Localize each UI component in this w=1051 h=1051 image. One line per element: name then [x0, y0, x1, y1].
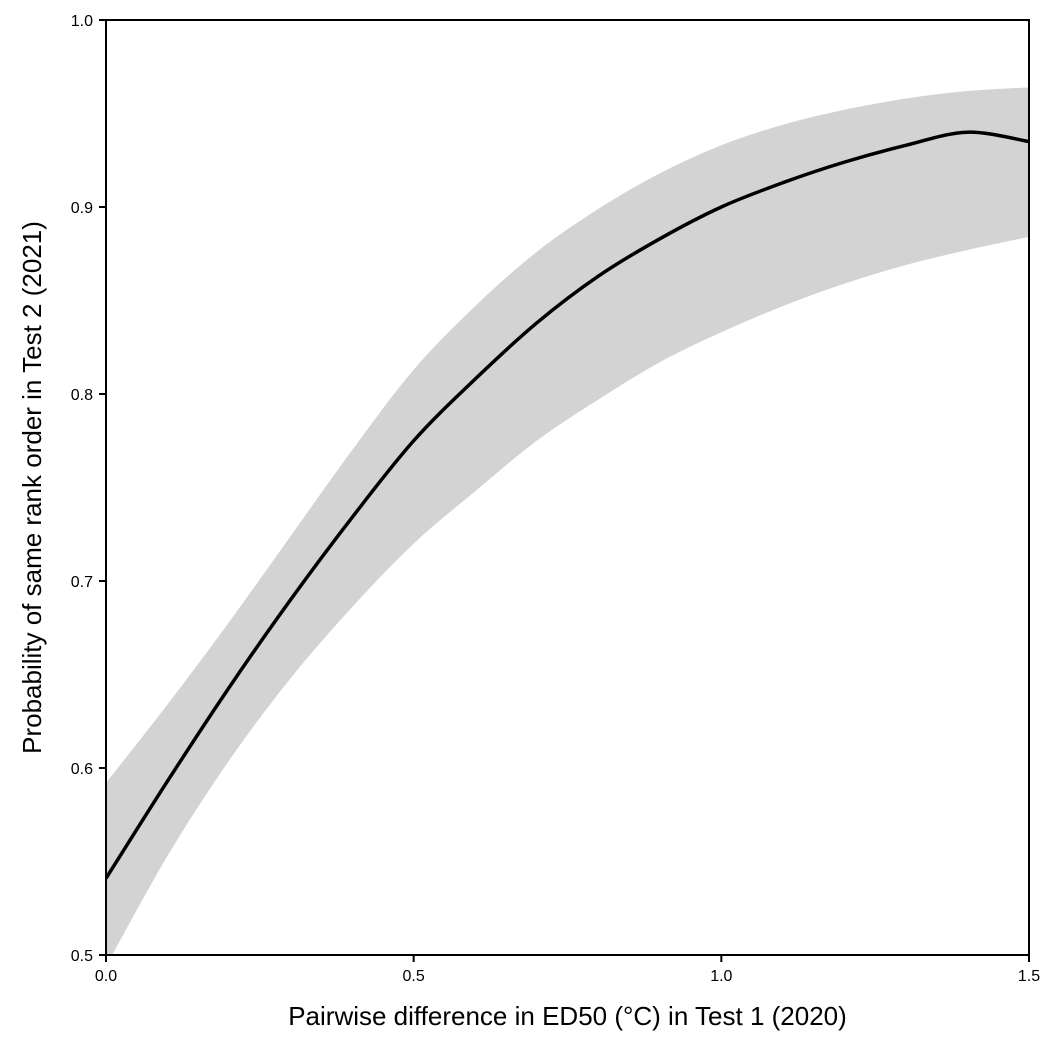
- y-tick-label: 1.0: [71, 13, 93, 30]
- y-axis-title: Probability of same rank order in Test 2…: [17, 221, 47, 754]
- y-tick-label: 0.5: [71, 948, 93, 965]
- y-tick-label: 0.7: [71, 574, 93, 591]
- x-tick-label: 1.5: [1018, 968, 1040, 985]
- fitted-line: [106, 130, 1029, 880]
- confidence-band: [106, 87, 1029, 955]
- plot-frame: [105, 19, 1030, 956]
- y-tick-label: 0.8: [71, 387, 93, 404]
- axis-layer: 0.0 0.5 1.0 1.50.50.60.70.80.91.0: [71, 13, 1040, 985]
- x-axis-title: Pairwise difference in ED50 (°C) in Test…: [288, 1001, 847, 1031]
- x-tick-label: 1.0: [710, 968, 732, 985]
- x-tick-label: 0.0: [95, 968, 117, 985]
- plot-layer: [106, 87, 1029, 955]
- x-tick-label: 0.5: [403, 968, 425, 985]
- y-tick-label: 0.6: [71, 761, 93, 778]
- y-tick-label: 0.9: [71, 200, 93, 217]
